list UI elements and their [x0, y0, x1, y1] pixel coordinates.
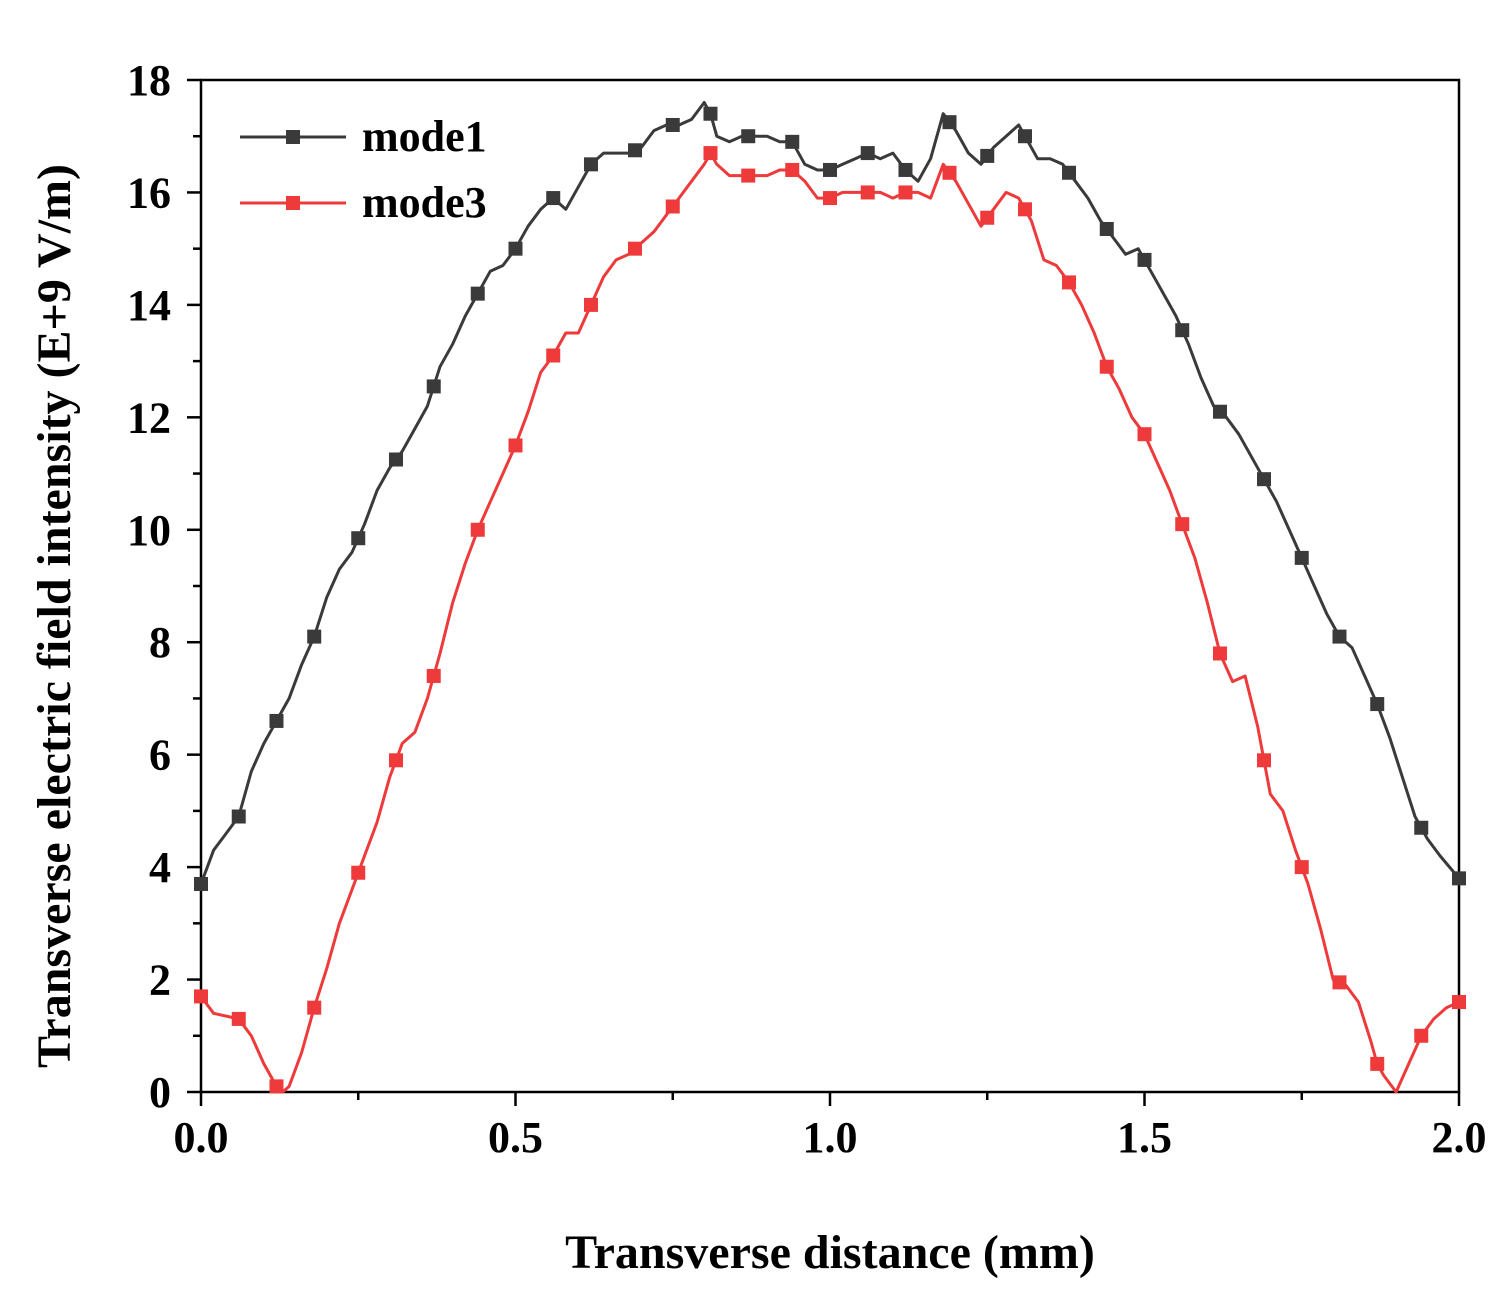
series-point-mode3 [231, 1011, 246, 1026]
series-point-mode1 [546, 191, 561, 206]
series-line-mode3 [199, 151, 1460, 1094]
series-point-mode3 [470, 522, 485, 537]
series-point-mode3 [741, 168, 756, 183]
series-point-mode3 [980, 210, 995, 225]
legend-marker [286, 196, 300, 210]
series-point-mode3 [351, 865, 366, 880]
y-tick-label: 0 [149, 1068, 171, 1117]
series-point-mode1 [388, 452, 403, 467]
legend-label: mode3 [362, 178, 487, 227]
series-point-mode3 [546, 348, 561, 363]
legend-label: mode1 [362, 112, 487, 161]
y-tick-label: 4 [149, 843, 171, 892]
legend-item-mode3: mode3 [240, 178, 487, 227]
series-point-mode1 [1137, 252, 1152, 267]
series-point-mode1 [1452, 871, 1466, 886]
legend: mode1 mode3 [240, 112, 487, 227]
series-point-mode1 [860, 146, 875, 161]
series-point-mode1 [351, 531, 366, 546]
series-point-mode1 [426, 379, 441, 394]
series-point-mode1 [785, 134, 800, 149]
series-point-mode3 [508, 438, 523, 453]
x-tick-label: 0.0 [174, 1113, 229, 1162]
series-point-mode1 [583, 157, 598, 172]
series-point-mode3 [942, 165, 957, 180]
series-point-mode1 [980, 148, 995, 163]
series-point-mode3 [1062, 275, 1077, 290]
series-point-mode1 [741, 129, 756, 144]
y-tick-label: 2 [149, 956, 171, 1005]
y-tick-label: 14 [127, 281, 171, 330]
x-tick-label: 1.5 [1117, 1113, 1172, 1162]
series-point-mode1 [942, 115, 957, 130]
series-point-mode1 [898, 162, 913, 177]
series-point-mode3 [1294, 860, 1309, 875]
series-point-mode1 [1062, 165, 1077, 180]
series-mode3 [194, 146, 1466, 1094]
legend-marker [286, 130, 300, 144]
series-point-mode3 [1332, 975, 1347, 990]
series-point-mode1 [665, 117, 680, 132]
x-tick-label: 0.5 [488, 1113, 543, 1162]
series-point-mode1 [231, 809, 246, 824]
x-tick-label: 1.0 [803, 1113, 858, 1162]
series-point-mode1 [1294, 550, 1309, 565]
series-point-mode3 [703, 146, 718, 161]
series-mode1 [194, 101, 1466, 891]
series-point-mode1 [508, 241, 523, 256]
series-point-mode1 [470, 286, 485, 301]
series-point-mode3 [860, 185, 875, 200]
series-point-mode1 [307, 629, 322, 644]
series-point-mode3 [1212, 646, 1227, 661]
series-point-mode3 [823, 191, 837, 206]
y-tick-label: 18 [127, 56, 171, 105]
x-axis-label: Transverse distance (mm) [565, 1226, 1095, 1279]
series-point-mode1 [1212, 404, 1227, 419]
series-point-mode1 [1332, 629, 1347, 644]
axes-layer: 0.0 0.5 1.0 1.5 2.0 0 2 4 6 8 10 12 14 16 18 [127, 56, 1487, 1162]
series-point-mode3 [1257, 753, 1272, 768]
series-point-mode3 [628, 241, 643, 256]
series-point-mode1 [1017, 129, 1032, 144]
series-point-mode1 [703, 106, 718, 121]
series-point-mode3 [1099, 359, 1114, 374]
series-point-mode1 [628, 143, 643, 158]
x-tick-label: 2.0 [1432, 1113, 1487, 1162]
series-point-mode1 [1370, 697, 1385, 712]
series-point-mode3 [898, 185, 913, 200]
series-point-mode1 [1175, 323, 1190, 338]
series-point-mode3 [307, 1000, 322, 1015]
series-point-mode3 [388, 753, 403, 768]
plot-frame [199, 78, 1461, 1094]
series-point-mode3 [194, 989, 208, 1004]
y-tick-label: 12 [127, 393, 171, 442]
series-point-mode3 [665, 199, 680, 214]
series-point-mode3 [1017, 202, 1032, 217]
series-point-mode3 [1414, 1028, 1429, 1043]
series-point-mode3 [785, 162, 800, 177]
y-tick-label: 16 [127, 168, 171, 217]
series-point-mode1 [194, 876, 208, 891]
series-point-mode1 [1414, 820, 1429, 835]
series-point-mode3 [1137, 427, 1152, 442]
series-point-mode3 [1175, 517, 1190, 532]
series-point-mode1 [269, 713, 284, 728]
y-tick-label: 8 [149, 618, 171, 667]
series-point-mode1 [1099, 221, 1114, 236]
y-tick-label: 6 [149, 731, 171, 780]
legend-item-mode1: mode1 [240, 112, 487, 161]
series-point-mode3 [269, 1079, 284, 1094]
y-tick-label: 10 [127, 506, 171, 555]
y-axis-label: Transverse electric field intensity (E+9… [28, 164, 81, 1068]
series-point-mode3 [583, 297, 598, 312]
series-layer [194, 101, 1466, 1094]
series-point-mode1 [823, 162, 837, 177]
series-point-mode3 [1452, 995, 1466, 1010]
series-point-mode3 [1370, 1056, 1385, 1071]
series-point-mode3 [426, 668, 441, 683]
series-point-mode1 [1257, 472, 1272, 487]
